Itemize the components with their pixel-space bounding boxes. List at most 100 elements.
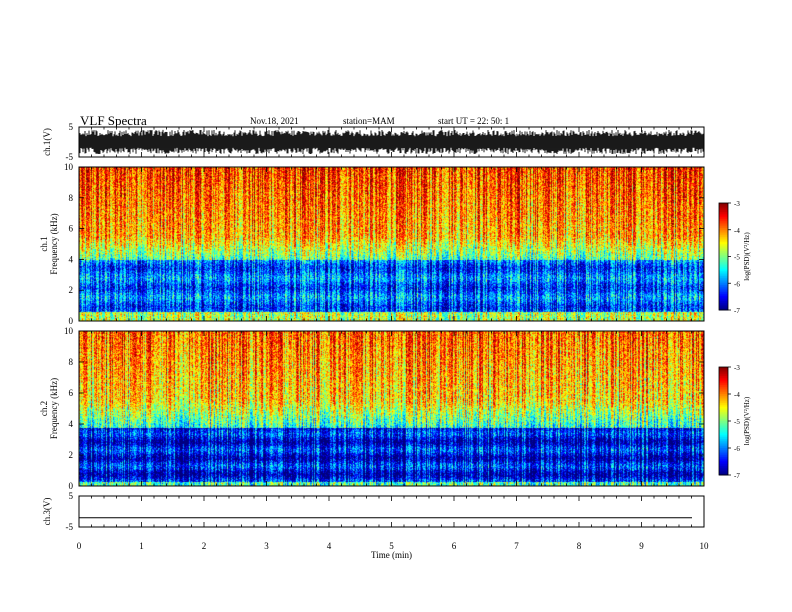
ch1-colorbar-segment <box>719 219 728 222</box>
ch2-colorbar-segment <box>719 399 728 402</box>
ch1-colorbar-segment <box>719 252 728 256</box>
ch2-colorbar-segment <box>719 415 728 418</box>
chart-title: VLF Spectra <box>80 113 147 128</box>
ch1-colorbar-segment <box>719 233 728 236</box>
start-time-label: start UT = 22: 50: 1 <box>438 116 510 126</box>
x-tick-label: 2 <box>202 541 207 551</box>
ch1-colorbar-tick-label: -4 <box>734 227 740 235</box>
ch2-colorbar-segment <box>719 376 728 379</box>
ch2-colorbar-segment <box>719 367 728 370</box>
ch2-colorbar-segment <box>719 460 728 463</box>
station-label: station=MAM <box>343 116 395 126</box>
ch2-colorbar-segment <box>719 439 728 442</box>
ch2-colorbar-segment <box>719 397 728 400</box>
ch1-colorbar-segment <box>719 215 728 218</box>
ch2-colorbar-segment <box>719 424 728 427</box>
ch1-colorbar-segment <box>719 283 728 286</box>
ch1-colorbar-segment <box>719 220 728 224</box>
ch2-colorbar-segment <box>719 467 728 471</box>
ch2-colorbar-segment <box>719 410 728 413</box>
ch1-colorbar-segment <box>719 288 728 291</box>
ch1-colorbar-segment <box>719 308 728 311</box>
ch2-colorbar-segment <box>719 446 728 449</box>
ch1-colorbar-segment <box>719 211 728 215</box>
ch1-colorbar-segment <box>719 292 728 295</box>
ch1-colorbar-segment <box>719 299 728 302</box>
ch2-colorbar-segment <box>719 458 728 462</box>
ch2-colorbar-segment <box>719 449 728 453</box>
y-tick-label: 10 <box>64 162 74 172</box>
ch1-colorbar-segment <box>719 304 728 307</box>
ch2-colorbar-segment <box>719 413 728 417</box>
ch1-colorbar-segment <box>719 258 728 261</box>
ch1-colorbar-segment <box>719 217 728 220</box>
ch2-colorbar-segment <box>719 471 728 474</box>
ch1-colorbar-tick-label: -7 <box>734 307 740 315</box>
ch2-colorbar-segment <box>719 462 728 465</box>
ch2-colorbar-segment <box>719 374 728 377</box>
ch1-colorbar-segment <box>719 260 728 263</box>
ch1-colorbar-segment <box>719 302 728 306</box>
ch1-colorbar-segment <box>719 238 728 241</box>
ch1-colorbar-segment <box>719 265 728 268</box>
ch1-colorbar-segment <box>719 270 728 274</box>
y-tick-label: 6 <box>69 224 74 234</box>
ch2-colorbar-segment <box>719 430 728 433</box>
ch1-colorbar-segment <box>719 240 728 243</box>
ch2-colorbar-segment <box>719 421 728 424</box>
ch2-colorbar-tick-label: -4 <box>734 391 740 399</box>
y-tick-label: 5 <box>69 491 74 501</box>
ch1-colorbar-segment <box>719 297 728 300</box>
y-tick-label: 6 <box>69 388 74 398</box>
ch1-colorbar-tick-label: -5 <box>734 254 740 262</box>
ch1-colorbar-segment <box>719 272 728 275</box>
ch1-colorbar-segment <box>719 236 728 240</box>
y-tick-label: 4 <box>69 419 74 429</box>
ch1-colorbar-segment <box>719 206 728 209</box>
ch1-colorbar-segment <box>719 210 728 213</box>
ch2-colorbar-segment <box>719 394 728 397</box>
ch2-colorbar-segment <box>719 469 728 472</box>
ch2-colorbar-tick-label: -7 <box>734 472 740 480</box>
ch2-colorbar-segment <box>719 428 728 431</box>
ch1-colorbar-segment <box>719 242 728 245</box>
x-tick-label: 5 <box>389 541 394 551</box>
ch1-colorbar-segment <box>719 290 728 293</box>
ch1-colorbar-segment <box>719 295 728 299</box>
ch2-colorbar-segment <box>719 372 728 375</box>
x-tick-label: 3 <box>264 541 269 551</box>
ch2-colorbar-segment <box>719 395 728 399</box>
ch2-colorbar-segment <box>719 473 728 476</box>
ch2-colorbar-segment <box>719 448 728 451</box>
ch2-colorbar-segment <box>719 383 728 386</box>
ch1-spectrogram-ylabel: Frequency (kHz) <box>49 213 59 274</box>
ch2-colorbar-segment <box>719 451 728 454</box>
ch1-colorbar-segment <box>719 227 728 231</box>
ch2-colorbar-segment <box>719 386 728 390</box>
ch2-colorbar-segment <box>719 403 728 406</box>
ch3-waveform-ylabel: ch.3(V) <box>42 498 52 526</box>
ch1-colorbar-segment <box>719 276 728 279</box>
ch1-spectrogram-channel-label: ch.1 <box>39 236 49 251</box>
y-tick-label: 2 <box>69 285 74 295</box>
ch2-colorbar-segment <box>719 412 728 415</box>
ch1-colorbar-segment <box>719 286 728 290</box>
ch2-colorbar-segment <box>719 442 728 445</box>
y-tick-label: -5 <box>66 152 74 162</box>
ch2-colorbar-tick-label: -6 <box>734 445 740 453</box>
ch1-colorbar-tick-label: -3 <box>734 200 740 208</box>
ch2-colorbar-segment <box>719 417 728 420</box>
ch2-colorbar-segment <box>719 426 728 429</box>
x-tick-label: 4 <box>327 541 332 551</box>
ch1-colorbar-segment <box>719 203 728 206</box>
ch2-colorbar-segment <box>719 453 728 456</box>
ch2-spectrogram-ylabel: Frequency (kHz) <box>49 378 59 439</box>
ch1-colorbar-segment <box>719 229 728 233</box>
x-tick-label: 1 <box>139 541 144 551</box>
ch2-colorbar-segment <box>719 379 728 382</box>
date-label: Nov.18, 2021 <box>250 116 299 126</box>
ch1-colorbar-segment <box>719 293 728 297</box>
ch1-colorbar-segment <box>719 279 728 282</box>
y-tick-label: 8 <box>69 357 74 367</box>
ch2-colorbar-segment <box>719 422 728 426</box>
